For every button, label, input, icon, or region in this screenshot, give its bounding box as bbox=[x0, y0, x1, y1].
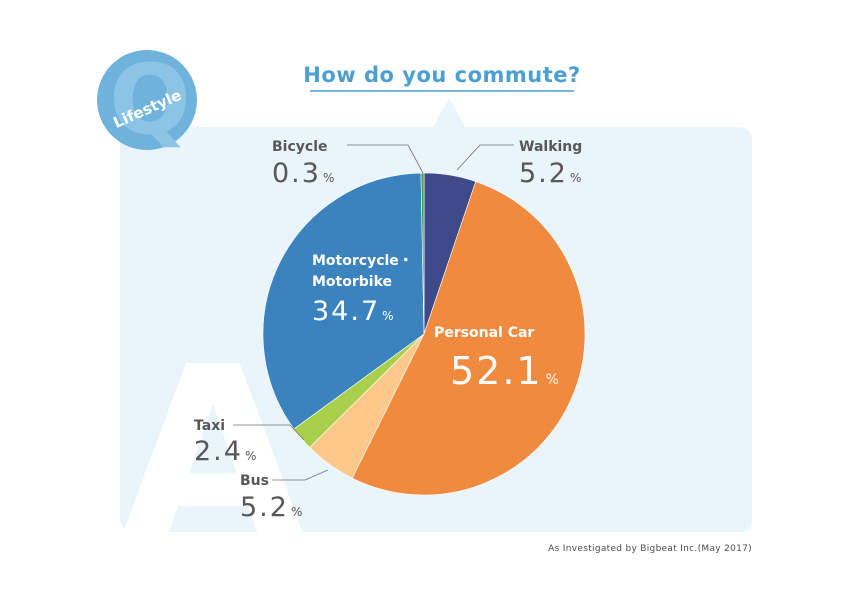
leader-line-bicycle bbox=[347, 144, 424, 174]
leader-line-walking bbox=[456, 144, 514, 171]
chart-title: How do you commute? bbox=[303, 63, 580, 87]
source-note: As Investigated by Bigbeat Inc.(May 2017… bbox=[548, 544, 752, 554]
leader-line-bus bbox=[272, 469, 329, 481]
label-personal-car-name: Personal Car bbox=[434, 325, 534, 341]
pie-slice-motorcycle bbox=[262, 172, 425, 430]
q-badge-circle bbox=[97, 50, 197, 150]
pie-slice-personal-car bbox=[351, 181, 586, 496]
pie-chart bbox=[262, 172, 586, 496]
label-motorcycle-name-line1: Motorcycle・ bbox=[312, 253, 413, 269]
q-badge: Q Lifestyle bbox=[97, 44, 197, 156]
label-motorcycle-value: 34.7% bbox=[312, 296, 394, 327]
label-bus-name: Bus bbox=[240, 473, 269, 489]
leader-line-taxi bbox=[233, 424, 305, 441]
label-walking-value: 5.2% bbox=[519, 158, 581, 189]
label-personal-car-value: 52.1% bbox=[450, 349, 559, 393]
q-badge-letter: Q bbox=[109, 44, 191, 156]
label-walking-name: Walking bbox=[519, 139, 582, 155]
label-bicycle-value: 0.3% bbox=[272, 158, 334, 189]
label-bus-value: 5.2% bbox=[240, 492, 302, 523]
label-motorcycle-name-line2: Motorbike bbox=[312, 274, 392, 290]
pie-slice-bicycle bbox=[420, 172, 425, 335]
label-taxi-value: 2.4% bbox=[194, 436, 256, 467]
label-bicycle-name: Bicycle bbox=[272, 139, 328, 155]
label-taxi-name: Taxi bbox=[194, 418, 225, 434]
